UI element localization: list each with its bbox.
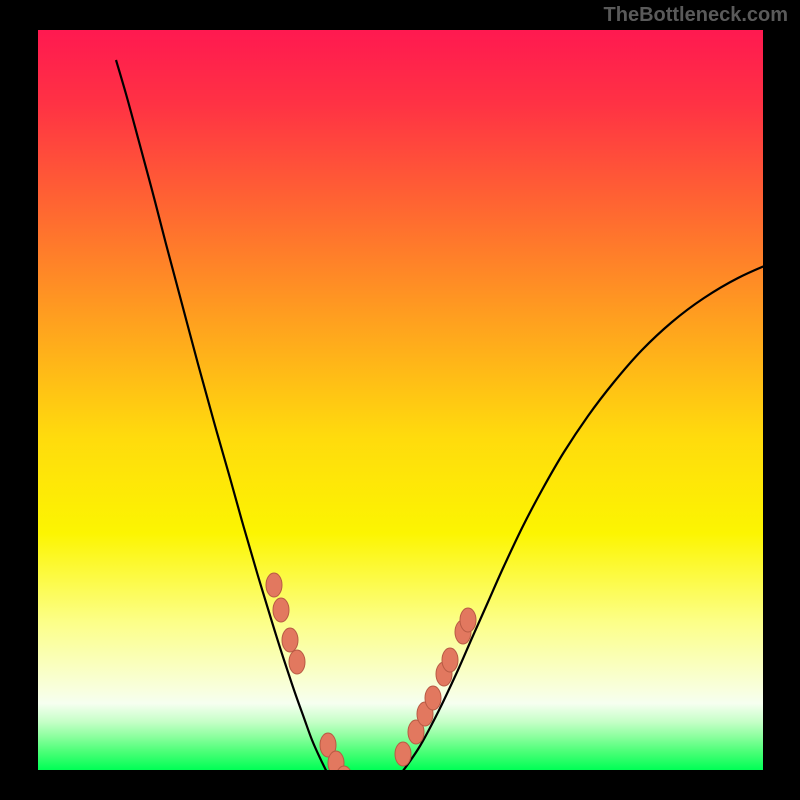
data-point <box>273 598 289 622</box>
curves-layer <box>38 30 763 770</box>
data-point <box>425 686 441 710</box>
plot-area <box>38 30 763 770</box>
curve-right <box>358 252 763 770</box>
data-point <box>266 573 282 597</box>
data-point <box>395 742 411 766</box>
data-point <box>282 628 298 652</box>
data-point <box>460 608 476 632</box>
chart-container: TheBottleneck.com <box>0 0 800 800</box>
curve-left <box>116 60 358 770</box>
data-point <box>442 648 458 672</box>
data-point <box>289 650 305 674</box>
markers-group <box>266 573 476 770</box>
watermark: TheBottleneck.com <box>604 4 788 27</box>
